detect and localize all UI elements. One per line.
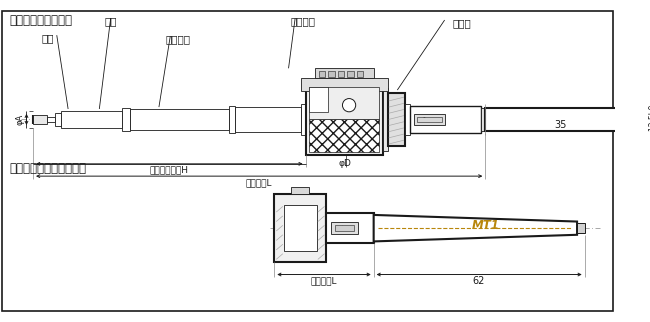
Text: （直柄装卡部参数）: （直柄装卡部参数） — [10, 14, 72, 27]
Text: 心轴: 心轴 — [41, 33, 53, 43]
Bar — [318, 71, 326, 77]
Polygon shape — [374, 215, 577, 242]
Bar — [291, 186, 309, 194]
Bar — [331, 223, 358, 234]
Bar — [60, 111, 122, 128]
Bar — [405, 104, 410, 135]
Bar — [636, 112, 642, 127]
Bar — [309, 87, 380, 119]
Text: 滚柱支架: 滚柱支架 — [165, 34, 190, 44]
Text: 工具全长L: 工具全长L — [310, 276, 337, 285]
Bar — [309, 119, 380, 152]
Bar — [315, 68, 374, 78]
Circle shape — [343, 99, 356, 112]
Bar — [284, 205, 317, 251]
Bar — [383, 88, 388, 151]
Bar — [338, 71, 344, 77]
Bar — [33, 115, 47, 124]
Text: MT1: MT1 — [472, 219, 499, 232]
Bar — [274, 194, 326, 262]
Text: φD: φD — [339, 159, 352, 168]
Bar — [306, 83, 383, 155]
Bar — [577, 223, 584, 233]
Bar — [410, 106, 480, 133]
Bar — [326, 213, 374, 243]
Bar — [357, 71, 363, 77]
Text: （摩氏锥度装卡部参数）: （摩氏锥度装卡部参数） — [10, 162, 86, 175]
Text: 工具全长L: 工具全长L — [246, 178, 272, 187]
Text: 套筒附件: 套筒附件 — [290, 16, 315, 26]
Bar — [414, 114, 445, 125]
Bar — [229, 106, 235, 133]
Bar — [309, 87, 328, 112]
Bar — [347, 71, 354, 77]
Bar — [129, 109, 229, 130]
Bar — [388, 93, 405, 146]
Text: φ12.5h9: φ12.5h9 — [649, 104, 650, 135]
Bar — [55, 113, 60, 126]
Bar — [480, 108, 486, 131]
Bar — [417, 117, 442, 122]
Text: 滚子: 滚子 — [105, 16, 117, 26]
Bar — [486, 108, 636, 131]
Text: 最大加工长度H: 最大加工长度H — [150, 166, 189, 175]
Text: 装卡部: 装卡部 — [452, 18, 471, 28]
Bar — [301, 78, 388, 91]
Bar — [335, 225, 354, 231]
Bar — [301, 104, 305, 135]
Bar — [328, 71, 335, 77]
Text: 62: 62 — [473, 276, 485, 286]
Text: 35: 35 — [555, 120, 567, 130]
Bar — [235, 107, 301, 132]
Text: φA: φA — [16, 114, 25, 125]
Bar — [47, 117, 55, 122]
Bar — [122, 108, 129, 131]
